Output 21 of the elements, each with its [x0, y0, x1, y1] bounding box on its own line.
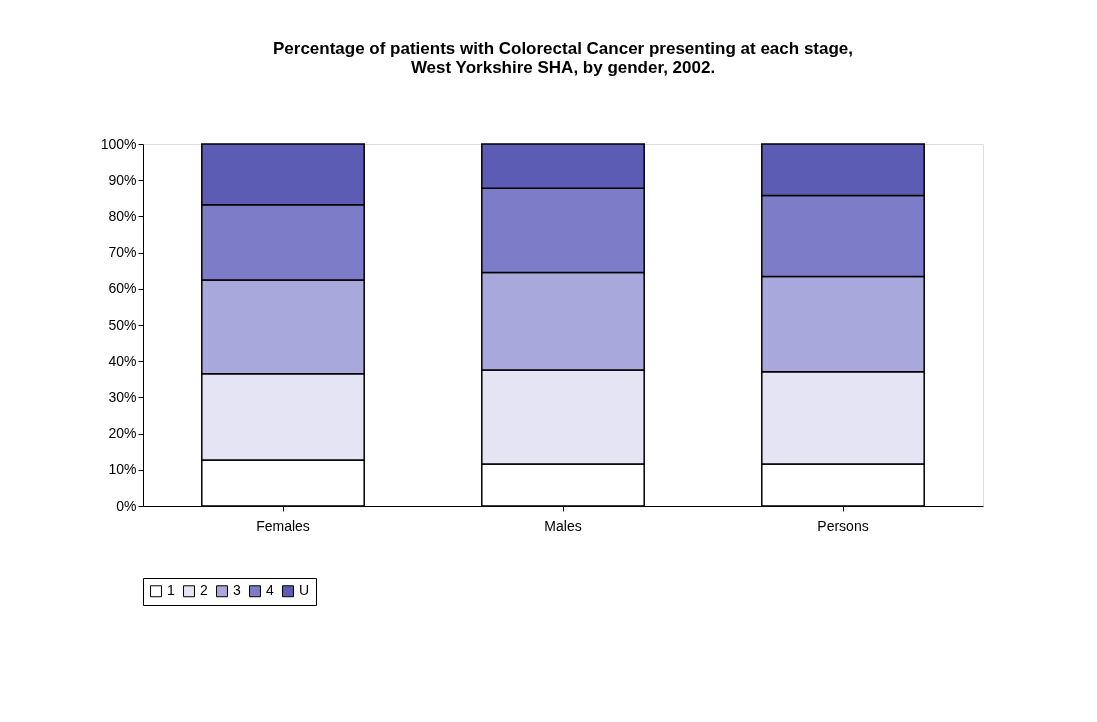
- y-tick-label: 40%: [108, 352, 137, 369]
- x-tick-label: Males: [544, 517, 582, 534]
- legend-label: 4: [266, 582, 274, 599]
- y-tick-label: 60%: [108, 280, 137, 297]
- y-tick-label: 30%: [108, 388, 137, 405]
- y-tick-label: 50%: [108, 316, 137, 333]
- y-tick-label: 70%: [108, 244, 137, 261]
- x-tick-label: Females: [256, 517, 310, 534]
- y-tick-label: 0%: [116, 497, 137, 514]
- text: Percentage of patients with Colorectal Cancer presenting at each stage,: [272, 39, 854, 58]
- x-tick-label: Persons: [817, 517, 869, 534]
- legend-label: 3: [233, 582, 241, 599]
- y-tick-label: 10%: [108, 461, 137, 478]
- legend-label: 1: [167, 582, 175, 599]
- y-tick-label: 80%: [108, 207, 137, 224]
- y-tick-label: 90%: [108, 171, 137, 188]
- legend-label: U: [299, 582, 310, 599]
- y-tick-label: 100%: [100, 135, 137, 152]
- text: West Yorkshire SHA, by gender, 2002.: [410, 58, 716, 77]
- y-tick-label: 20%: [108, 425, 137, 442]
- legend-label: 2: [200, 582, 208, 599]
